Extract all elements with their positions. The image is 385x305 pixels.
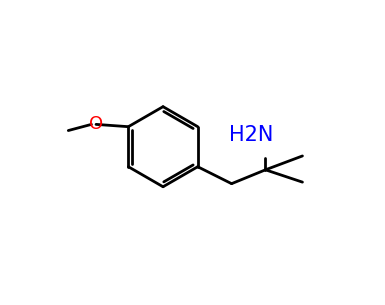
Text: H2N: H2N — [229, 125, 274, 145]
Text: O: O — [89, 115, 103, 133]
